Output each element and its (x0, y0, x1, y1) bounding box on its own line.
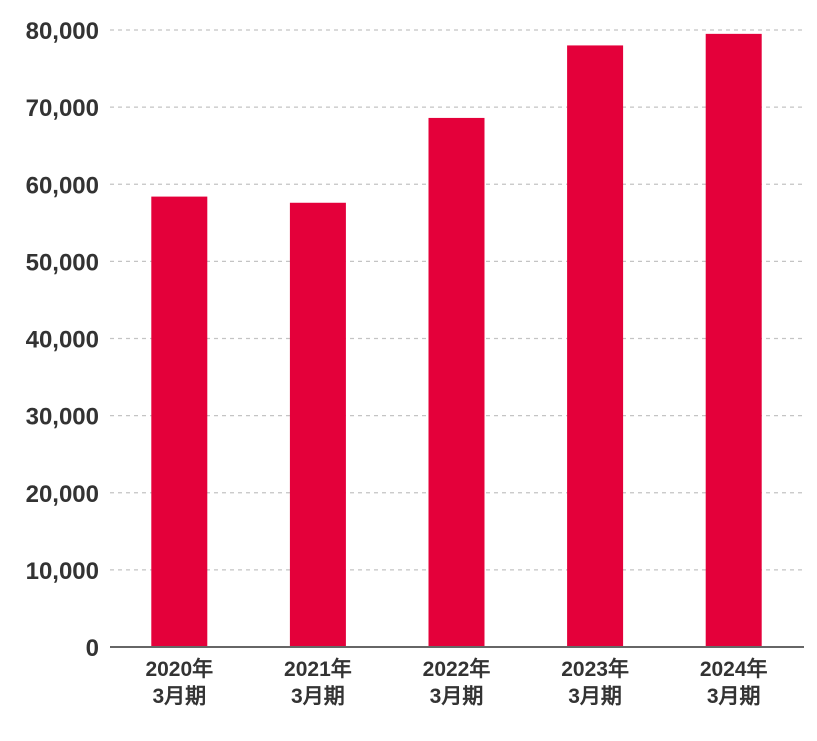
x-tick-label-4-line-1: 3月期 (707, 685, 761, 708)
y-tick-label-3: 30,000 (26, 404, 99, 431)
x-tick-label-0-line-0: 2020年 (145, 657, 213, 681)
y-tick-label-8: 80,000 (26, 18, 99, 45)
y-tick-label-0: 0 (86, 635, 99, 662)
bar-3 (567, 45, 624, 648)
y-tick-label-2: 20,000 (26, 481, 99, 508)
y-axis-tick-labels: 0 10,000 20,000 30,000 40,000 50,000 60,000 70,… (26, 18, 99, 662)
y-tick-label-1: 10,000 (26, 558, 99, 585)
bar-4 (705, 33, 762, 647)
x-tick-label-2-line-0: 2022年 (423, 657, 491, 681)
x-axis-tick-labels: 2020年 3月期 2021年 3月期 2022年 3月期 2023年 3月期 2024年 3月期 (145, 657, 767, 708)
bar-1 (289, 202, 346, 647)
x-tick-label-1-line-0: 2021年 (284, 657, 352, 681)
x-tick-label-4-line-0: 2024年 (700, 657, 768, 681)
bar-2 (428, 117, 485, 648)
y-tick-label-4: 40,000 (26, 327, 99, 354)
x-tick-label-3-line-0: 2023年 (561, 657, 629, 681)
y-tick-label-5: 50,000 (26, 249, 99, 276)
x-tick-label-1-line-1: 3月期 (291, 685, 345, 708)
x-tick-label-2-line-1: 3月期 (430, 685, 484, 708)
bars (151, 33, 762, 648)
y-tick-label-6: 60,000 (26, 172, 99, 199)
y-tick-label-7: 70,000 (26, 95, 99, 122)
x-tick-label-3-line-1: 3月期 (568, 685, 622, 708)
x-tick-label-0-line-1: 3月期 (152, 685, 206, 708)
bar-0 (151, 196, 208, 647)
